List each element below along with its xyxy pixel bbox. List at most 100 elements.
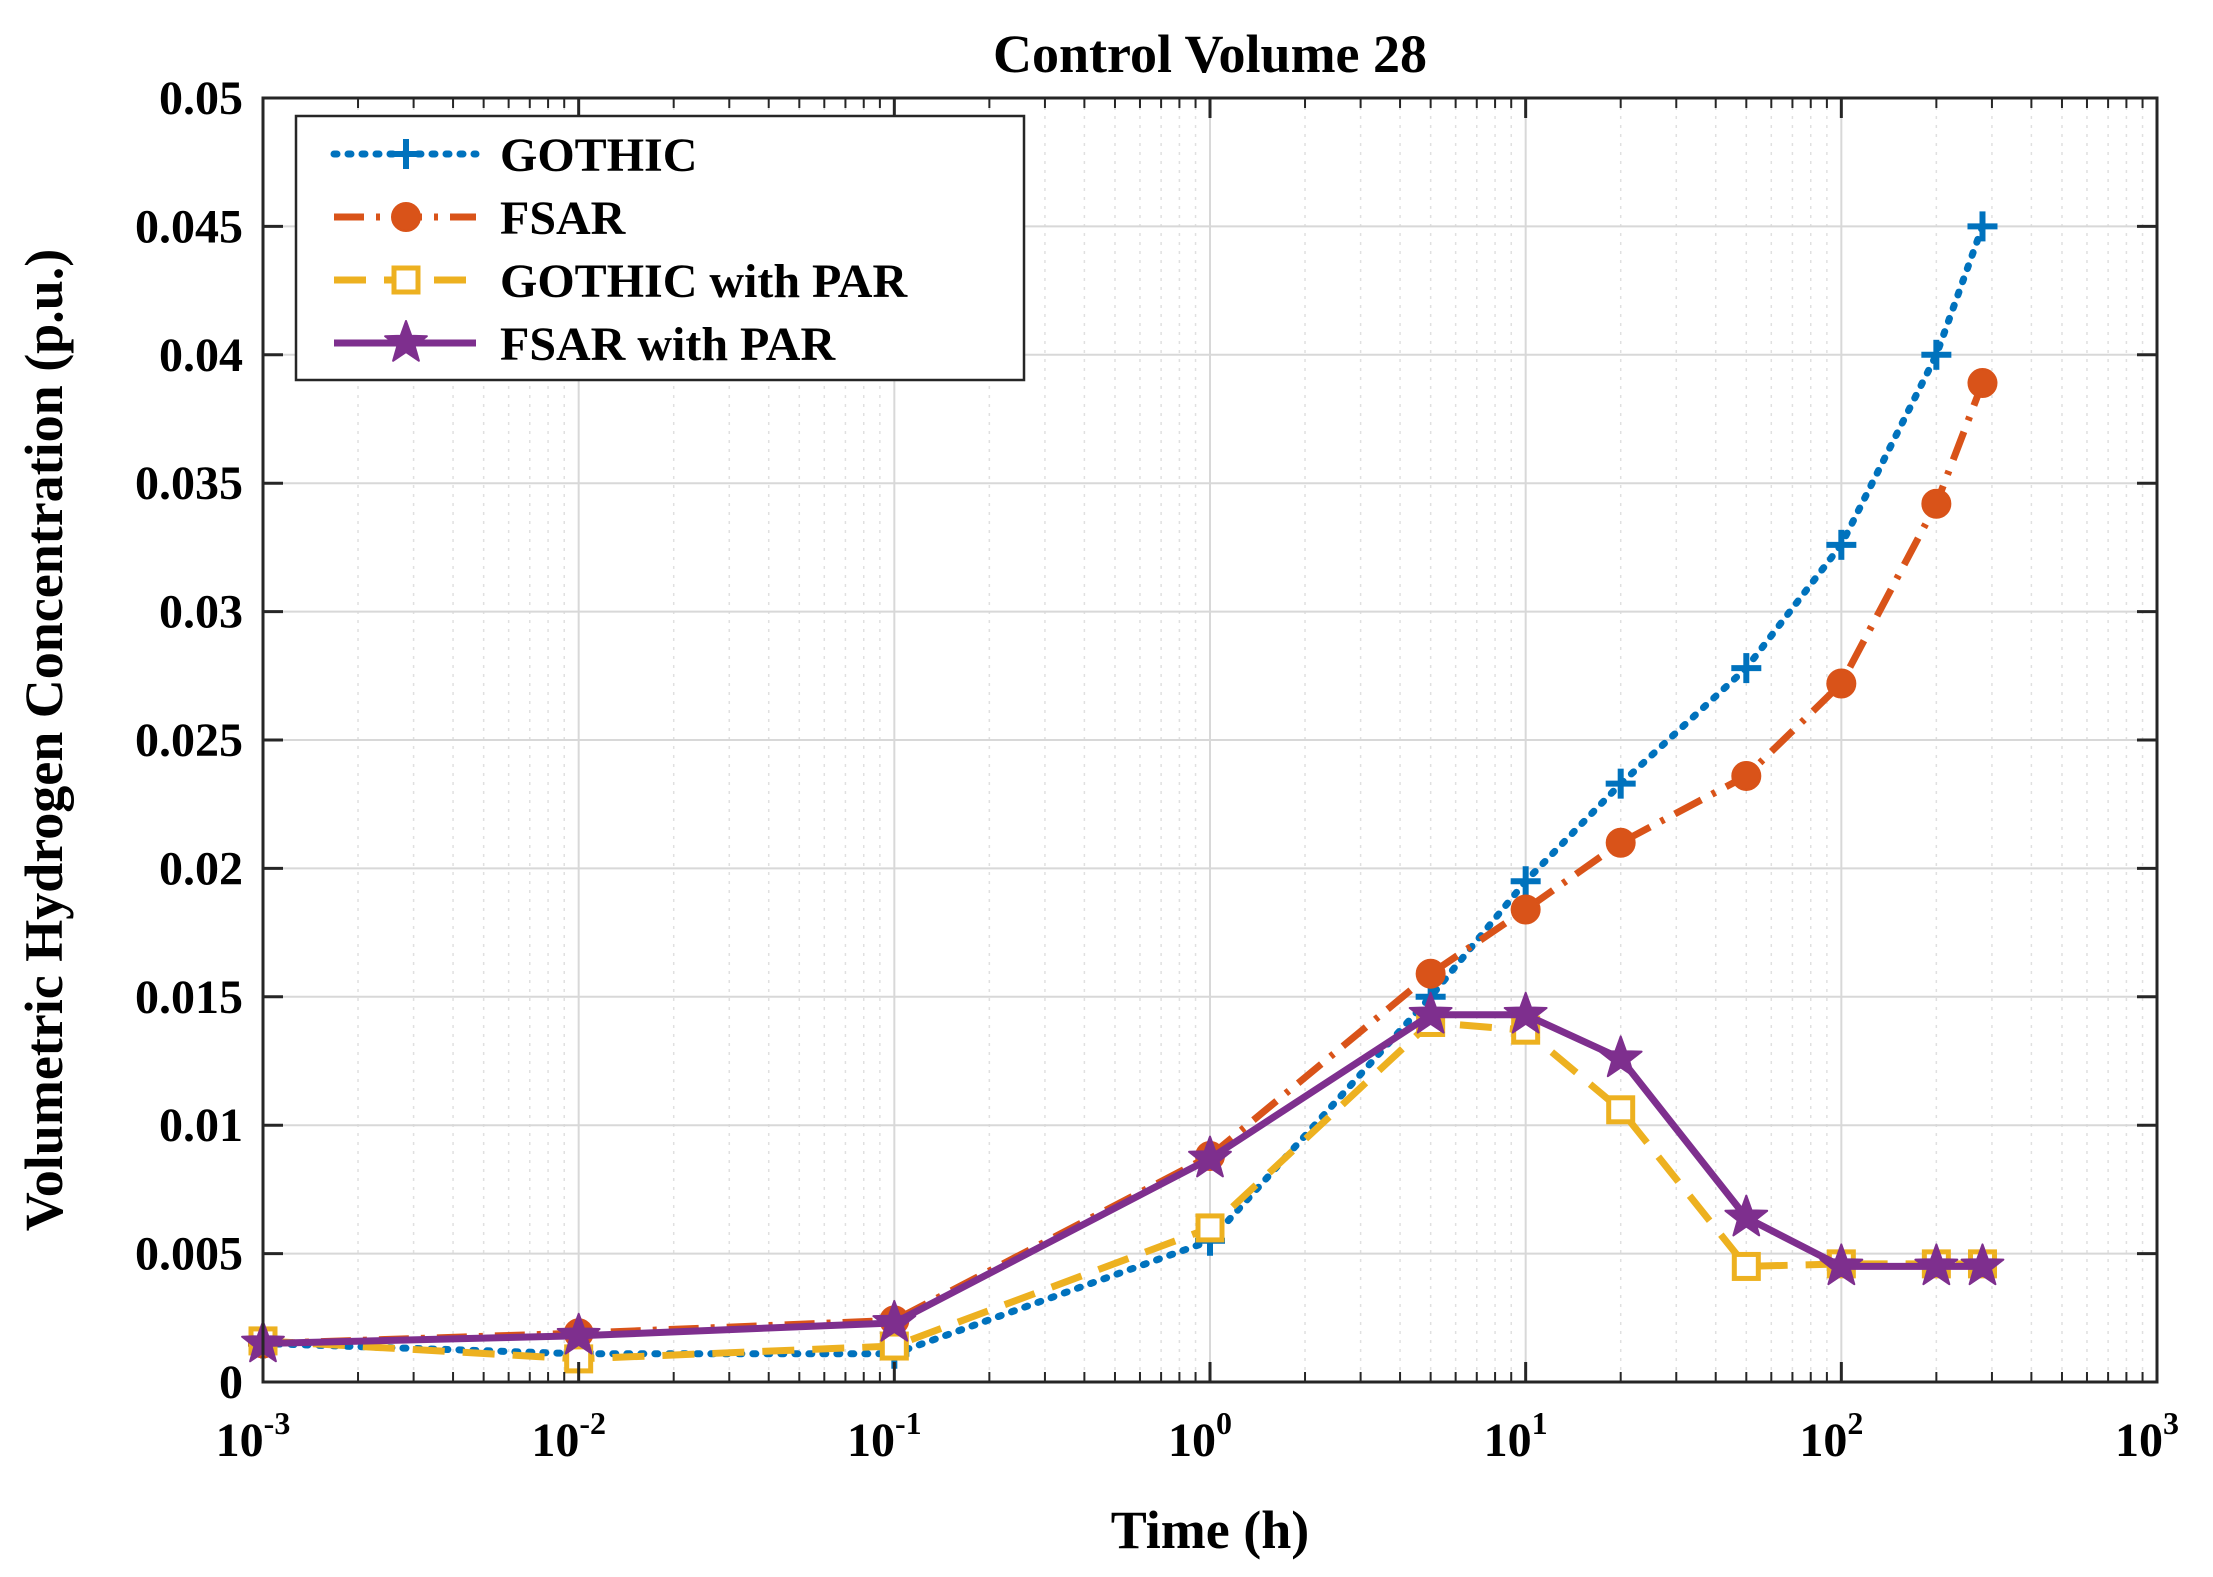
data-point xyxy=(1510,866,1541,897)
series-line xyxy=(262,381,1986,1347)
series-layer xyxy=(241,211,2005,1374)
series-gothic-with-par xyxy=(248,1007,1997,1374)
square-marker xyxy=(1195,1213,1225,1243)
y-tick-label: 0.05 xyxy=(159,72,243,125)
data-point xyxy=(1967,368,1998,399)
data-point xyxy=(1914,1243,1959,1286)
circle-marker xyxy=(391,202,421,232)
star-marker xyxy=(1960,1243,2005,1286)
legend-label: FSAR xyxy=(500,192,627,245)
legend-marker xyxy=(391,202,421,232)
x-tick-label: 102 xyxy=(1799,1405,1863,1467)
data-point xyxy=(1819,1243,1864,1286)
data-point xyxy=(1826,529,1857,560)
data-point xyxy=(1503,991,1548,1034)
x-tick-exponent: 1 xyxy=(1532,1405,1548,1441)
legend-entry: FSAR with PAR xyxy=(334,318,836,371)
data-point xyxy=(1967,211,1998,242)
legend-marker xyxy=(384,320,428,362)
data-point xyxy=(1826,668,1857,699)
x-tick-base: 10 xyxy=(1484,1414,1532,1467)
x-tick-exponent: 0 xyxy=(1216,1405,1232,1441)
legend-entry: GOTHIC with PAR xyxy=(334,255,908,308)
series-fsar xyxy=(248,368,1998,1359)
x-tick-base: 10 xyxy=(1799,1414,1847,1467)
legend-label: GOTHIC with PAR xyxy=(500,255,908,308)
star-marker xyxy=(1819,1243,1864,1286)
x-axis-label: Time (h) xyxy=(1111,1500,1310,1560)
circle-marker xyxy=(1967,368,1998,399)
data-point xyxy=(1605,768,1636,799)
circle-marker xyxy=(1731,760,1762,791)
series-line xyxy=(262,1011,1983,1347)
x-tick-base: 10 xyxy=(2115,1414,2163,1467)
star-marker xyxy=(1724,1194,1769,1237)
star-marker xyxy=(556,1312,601,1355)
series-gothic xyxy=(248,211,1998,1369)
y-tick-label: 0.035 xyxy=(135,457,243,510)
x-tick-exponent: -3 xyxy=(264,1405,291,1441)
y-tick-label: 0.045 xyxy=(135,200,243,253)
legend-entry: FSAR xyxy=(334,192,627,245)
data-point xyxy=(1731,1251,1761,1281)
x-tick-label: 103 xyxy=(2115,1405,2179,1467)
data-point xyxy=(1188,1135,1232,1178)
data-point xyxy=(556,1312,601,1355)
y-tick-label: 0.04 xyxy=(159,329,243,382)
star-marker xyxy=(1188,1135,1232,1178)
series-fsar-with-par xyxy=(241,991,2005,1363)
y-tick-label: 0.005 xyxy=(135,1228,243,1281)
x-tick-label: 100 xyxy=(1168,1405,1232,1467)
square-marker xyxy=(391,265,421,295)
x-tick-label: 10-3 xyxy=(216,1405,291,1467)
legend-marker xyxy=(391,265,421,295)
data-point xyxy=(1731,760,1762,791)
x-tick-label: 10-2 xyxy=(531,1405,606,1467)
ticks-layer: 10-3 10-2 10-1 100 101 102 10300.0050.010.0150… xyxy=(135,72,2179,1467)
y-tick-label: 0.01 xyxy=(159,1099,243,1152)
circle-marker xyxy=(1510,894,1541,925)
x-tick-exponent: 2 xyxy=(1847,1405,1863,1441)
y-tick-label: 0.03 xyxy=(159,586,243,639)
data-point xyxy=(1415,958,1446,989)
legend-label: FSAR with PAR xyxy=(500,318,836,371)
star-marker xyxy=(1408,991,1453,1034)
data-point xyxy=(1598,1035,1643,1078)
star-marker xyxy=(1914,1243,1959,1286)
data-point xyxy=(1606,1095,1636,1125)
data-point xyxy=(1921,488,1952,519)
circle-marker xyxy=(1826,668,1857,699)
x-tick-exponent: 3 xyxy=(2163,1405,2179,1441)
x-tick-base: 10 xyxy=(531,1414,579,1467)
data-point xyxy=(1510,894,1541,925)
circle-marker xyxy=(1921,488,1952,519)
data-point xyxy=(872,1299,917,1342)
y-tick-label: 0.015 xyxy=(135,971,243,1024)
data-point xyxy=(1195,1213,1225,1243)
data-point xyxy=(1960,1243,2005,1286)
data-point xyxy=(1408,991,1453,1034)
legend-marker xyxy=(391,139,421,169)
y-tick-label: 0.025 xyxy=(135,714,243,767)
star-marker xyxy=(384,320,428,362)
legend: GOTHIC FSAR GOTHIC with PAR FSAR with PAR xyxy=(294,114,1026,382)
data-point xyxy=(1921,339,1952,370)
legend-entry: GOTHIC xyxy=(330,129,697,182)
star-marker xyxy=(1598,1035,1643,1078)
x-tick-exponent: -1 xyxy=(895,1405,922,1441)
star-marker xyxy=(872,1299,917,1342)
x-tick-base: 10 xyxy=(1168,1414,1216,1467)
x-tick-base: 10 xyxy=(216,1414,264,1467)
star-marker xyxy=(1503,991,1548,1034)
x-tick-label: 10-1 xyxy=(847,1405,922,1467)
chart-title: Control Volume 28 xyxy=(993,24,1427,84)
legend-label: GOTHIC xyxy=(500,129,697,182)
y-tick-label: 0 xyxy=(219,1356,243,1409)
circle-marker xyxy=(1605,827,1636,858)
square-marker xyxy=(1606,1095,1636,1125)
major-grid xyxy=(262,98,2158,1382)
y-axis-label: Volumetric Hydrogen Concentration (p.u.) xyxy=(14,249,74,1231)
x-tick-label: 101 xyxy=(1484,1405,1548,1467)
square-marker xyxy=(1731,1251,1761,1281)
